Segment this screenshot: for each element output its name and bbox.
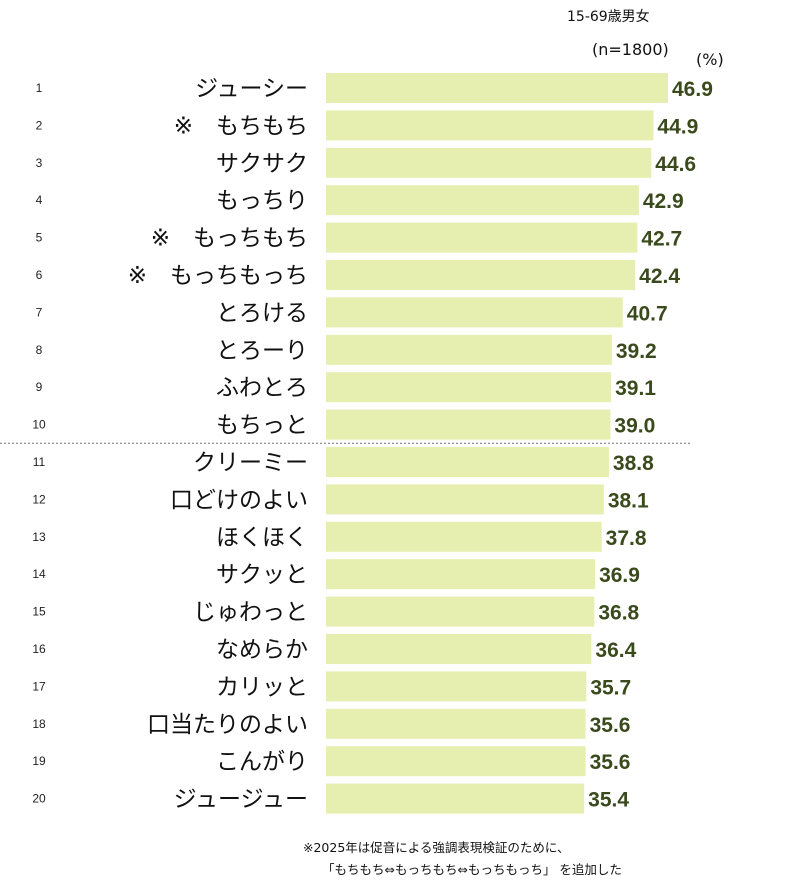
bar xyxy=(326,110,654,141)
category-label: ※ もっちもち xyxy=(151,226,308,252)
category-label: こんがり xyxy=(216,749,308,775)
sample-size-label: (n=1800) xyxy=(592,40,669,59)
rank-label: 12 xyxy=(32,492,46,506)
category-label: じゅわっと xyxy=(193,600,308,626)
bar xyxy=(326,73,668,103)
category-label: なめらか xyxy=(216,637,308,663)
category-label: ジューシー xyxy=(195,76,308,102)
bar xyxy=(326,521,602,552)
bar xyxy=(326,746,586,777)
bar xyxy=(326,185,639,216)
category-label: とろーり xyxy=(216,338,308,364)
value-label: 38.1 xyxy=(608,489,649,512)
unit-label: (%) xyxy=(696,50,724,69)
category-label: サクサク xyxy=(216,151,308,177)
category-label: 口当たりのよい xyxy=(147,712,308,738)
bar xyxy=(326,222,638,253)
category-label: もっちり xyxy=(216,188,308,214)
rank-label: 3 xyxy=(36,156,43,170)
rank-label: 19 xyxy=(32,754,46,768)
bar xyxy=(326,447,609,477)
rank-label: 5 xyxy=(36,231,43,245)
footnote-line-2: 「もちもち⇔もっちもち⇔もっちもっち」 を追加した xyxy=(322,862,622,877)
bar xyxy=(326,596,595,627)
value-label: 35.6 xyxy=(590,751,631,774)
rank-label: 17 xyxy=(32,679,46,693)
category-label: サクッと xyxy=(216,562,308,588)
rank-label: 13 xyxy=(32,530,46,544)
value-label: 40.7 xyxy=(627,302,668,325)
rank-label: 4 xyxy=(36,193,43,207)
category-label: ※ もちもち xyxy=(174,113,308,139)
bar xyxy=(326,372,612,403)
bar xyxy=(326,559,596,590)
category-label: ほくほく xyxy=(216,525,308,551)
bar xyxy=(326,334,612,365)
rank-label: 1 xyxy=(36,81,43,95)
category-label: ふわとろ xyxy=(216,375,308,401)
value-label: 36.8 xyxy=(598,602,639,625)
rank-label: 7 xyxy=(36,305,43,319)
rank-label: 11 xyxy=(33,455,46,469)
rank-label: 2 xyxy=(36,118,43,132)
value-label: 35.4 xyxy=(588,789,629,812)
value-label: 38.8 xyxy=(613,452,654,475)
value-label: 46.9 xyxy=(672,78,713,101)
bar xyxy=(326,708,586,739)
rank-label: 20 xyxy=(32,792,46,806)
bar xyxy=(326,260,636,290)
bar xyxy=(326,671,587,702)
category-label: ※ もっちもっち xyxy=(128,263,308,289)
value-label: 39.1 xyxy=(615,377,656,400)
bar xyxy=(326,147,652,178)
value-label: 35.6 xyxy=(590,714,631,737)
bar xyxy=(326,409,611,440)
rank-label: 14 xyxy=(32,567,46,581)
rank-label: 10 xyxy=(32,418,46,432)
rank-label: 8 xyxy=(36,343,43,357)
value-label: 35.7 xyxy=(590,676,631,699)
category-label: ジュージュー xyxy=(174,787,308,813)
category-label: 口どけのよい xyxy=(170,487,308,513)
bar xyxy=(326,297,623,328)
value-label: 42.4 xyxy=(639,265,680,288)
rank-label: 6 xyxy=(36,268,43,282)
bar xyxy=(326,634,592,664)
category-label: とろける xyxy=(216,300,308,326)
rank-label: 9 xyxy=(36,380,43,394)
rank-label: 15 xyxy=(32,605,46,619)
category-label: クリーミー xyxy=(193,450,308,476)
bar xyxy=(326,783,585,814)
bar xyxy=(326,484,604,515)
value-label: 37.8 xyxy=(606,527,647,550)
category-label: カリッと xyxy=(216,674,308,700)
value-label: 36.4 xyxy=(595,639,636,662)
value-label: 44.6 xyxy=(655,153,696,176)
value-label: 42.9 xyxy=(643,190,684,213)
rank-label: 18 xyxy=(32,717,46,731)
footnote-line-1: ※2025年は促音による強調表現検証のために、 xyxy=(303,840,570,855)
value-label: 42.7 xyxy=(641,228,682,251)
rank-label: 16 xyxy=(32,642,46,656)
value-label: 36.9 xyxy=(599,564,640,587)
value-label: 39.0 xyxy=(614,415,655,438)
category-label: もちっと xyxy=(216,413,308,439)
value-label: 44.9 xyxy=(657,115,698,138)
population-label: 15-69歳男女 xyxy=(567,9,650,25)
value-label: 39.2 xyxy=(616,340,657,363)
